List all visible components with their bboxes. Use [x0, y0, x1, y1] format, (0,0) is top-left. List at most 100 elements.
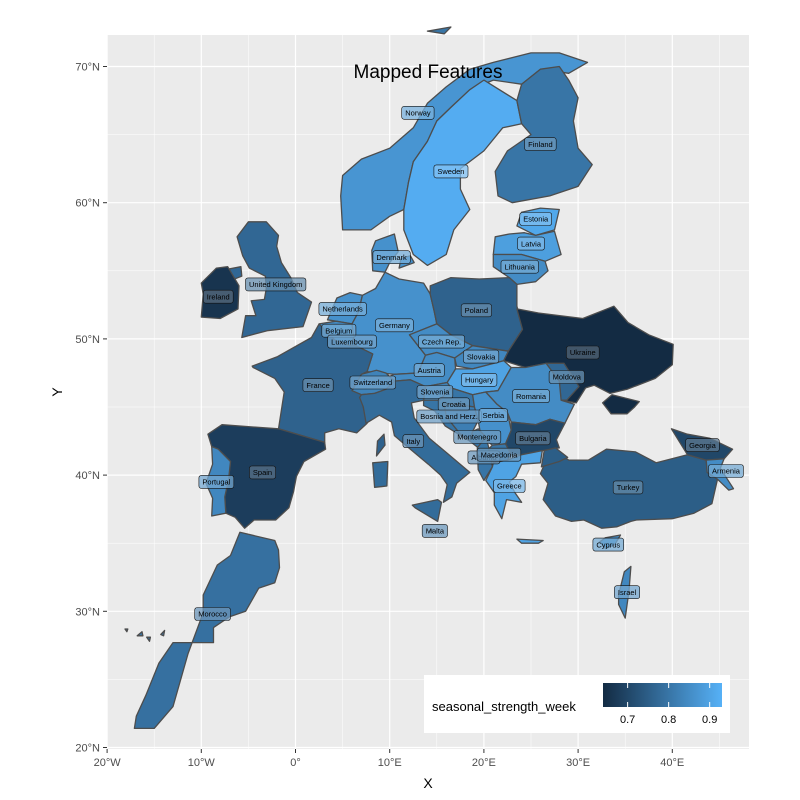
- country-label-box: [548, 370, 585, 384]
- country-label-box: [203, 289, 234, 304]
- y-tick-label: 20°N: [75, 743, 100, 755]
- country-label-box: [478, 408, 509, 423]
- country-label-text: Montenegro: [457, 433, 497, 442]
- country-label-text: Netherlands: [322, 305, 363, 314]
- label-malta: Malta: [421, 524, 448, 538]
- label-spain: Spain: [249, 465, 276, 480]
- label-france: France: [302, 378, 334, 393]
- label-portugal: Portugal: [198, 475, 235, 489]
- legend-tick-label: 0.9: [702, 714, 717, 726]
- x-tick-label: 30°E: [566, 757, 590, 769]
- label-georgia: Georgia: [685, 438, 720, 452]
- legend-color-bar: [603, 683, 722, 707]
- label-norway: Norway: [401, 106, 435, 120]
- label-macedonia: Macedonia: [476, 447, 522, 462]
- country-label-box: [418, 334, 465, 349]
- country-turkey: [540, 447, 569, 468]
- country-label-box: [515, 431, 551, 446]
- label-finland: Finland: [524, 137, 557, 151]
- country-label-text: Spain: [253, 468, 272, 477]
- country-label-box: [421, 524, 448, 538]
- country-label-box: [612, 480, 644, 495]
- label-slovenia: Slovenia: [416, 385, 454, 399]
- label-ukraine: Ukraine: [566, 345, 600, 360]
- x-tick-label: 20°W: [94, 757, 122, 769]
- country-label-box: [453, 430, 502, 444]
- country-label-box: [517, 236, 545, 251]
- label-bulgaria: Bulgaria: [515, 431, 551, 446]
- country-label-text: Switzerland: [353, 378, 392, 387]
- country-label-text: Austria: [418, 366, 442, 375]
- country-label-text: Slovenia: [421, 388, 451, 397]
- label-croatia: Croatia: [437, 397, 470, 412]
- country-label-box: [592, 537, 625, 552]
- legend-tick-label: 0.7: [620, 714, 635, 726]
- country-label-box: [372, 250, 411, 264]
- country-label-text: Armenia: [712, 467, 741, 476]
- country-label-text: Israel: [618, 588, 637, 597]
- label-denmark: Denmark: [372, 250, 411, 264]
- x-tick-label: 20°E: [472, 757, 496, 769]
- country-label-box: [524, 137, 557, 151]
- country-label-box: [463, 349, 500, 364]
- x-tick-label: 10°W: [188, 757, 216, 769]
- country-label-box: [302, 378, 334, 393]
- country-label-text: Ireland: [207, 292, 230, 301]
- x-tick-label: 40°E: [660, 757, 684, 769]
- legend-title: seasonal_strength_week: [432, 699, 576, 714]
- country-ukraine: [601, 394, 640, 415]
- y-tick-label: 40°N: [75, 470, 100, 482]
- country-label-box: [402, 434, 424, 448]
- country-label-text: Cyprus: [596, 540, 620, 549]
- country-label-text: Poland: [465, 306, 488, 315]
- label-greece: Greece: [493, 479, 526, 493]
- label-slovakia: Slovakia: [463, 349, 500, 364]
- label-bosnia-and-herz: Bosnia and Herz.: [416, 409, 482, 424]
- country-label-box: [476, 447, 522, 462]
- island-shape: [136, 631, 144, 637]
- y-tick-label: 50°N: [75, 334, 100, 346]
- country-label-text: Lithuania: [504, 262, 535, 271]
- label-ireland: Ireland: [203, 289, 234, 304]
- y-axis-ticks: 20°N 30°N 40°N 50°N 60°N 70°N: [75, 62, 107, 755]
- label-romania: Romania: [512, 389, 550, 403]
- country-label-text: Malta: [426, 527, 445, 536]
- country-label-box: [566, 345, 600, 360]
- country-label-text: Bulgaria: [519, 434, 547, 443]
- country-label-text: Sweden: [437, 167, 464, 176]
- label-serbia: Serbia: [478, 408, 509, 423]
- country-italy: [372, 460, 389, 489]
- country-label-text: Finland: [528, 140, 553, 149]
- label-hungary: Hungary: [461, 372, 498, 387]
- country-label-text: Romania: [516, 392, 547, 401]
- country-label-box: [349, 375, 396, 390]
- label-united-kingdom: United Kingdom: [245, 277, 307, 292]
- island-shape: [160, 629, 166, 637]
- country-france: [375, 433, 386, 457]
- country-labels: Norway Sweden Finland Estonia Latvia Lithuani…: [194, 106, 744, 621]
- country-label-box: [416, 385, 454, 399]
- country-label-text: United Kingdom: [249, 280, 302, 289]
- country-label-text: Turkey: [617, 483, 640, 492]
- color-legend: seasonal_strength_week 0.7 0.8 0.9: [424, 675, 730, 733]
- country-label-box: [194, 607, 231, 621]
- x-tick-label: 10°E: [378, 757, 402, 769]
- country-label-text: Portugal: [202, 478, 230, 487]
- label-lithuania: Lithuania: [500, 259, 539, 274]
- country-label-box: [614, 585, 641, 600]
- country-label-text: Estonia: [523, 215, 549, 224]
- country-label-box: [327, 334, 377, 349]
- label-turkey: Turkey: [612, 480, 644, 495]
- y-axis-title: Y: [49, 387, 65, 397]
- y-tick-label: 30°N: [75, 606, 100, 618]
- country-label-box: [493, 479, 526, 493]
- country-greece: [516, 538, 544, 544]
- country-label-text: Denmark: [376, 253, 407, 262]
- country-label-text: Bosnia and Herz.: [420, 412, 478, 421]
- country-label-text: Italy: [406, 437, 420, 446]
- label-cyprus: Cyprus: [592, 537, 625, 552]
- label-czech-rep: Czech Rep.: [418, 334, 465, 349]
- country-label-text: Germany: [379, 321, 410, 330]
- country-label-box: [708, 464, 744, 478]
